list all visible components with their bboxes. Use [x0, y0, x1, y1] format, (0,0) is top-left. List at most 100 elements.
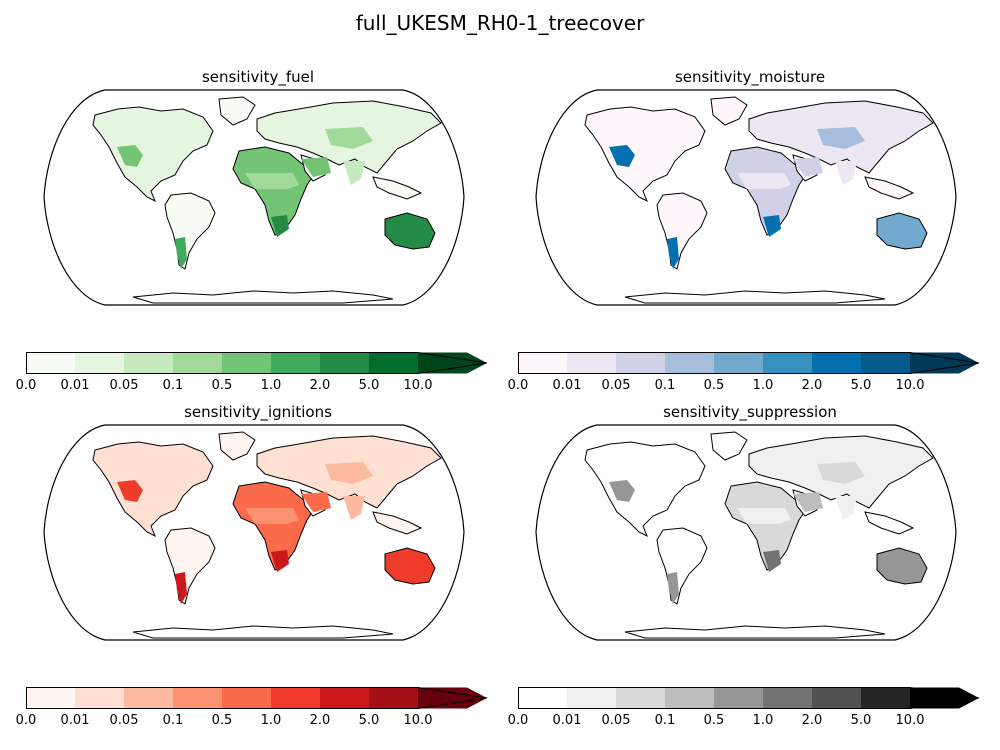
colorbar-outline: [26, 352, 488, 374]
colorbar-outline: [518, 352, 980, 374]
colorbar-tick-label: 0.1: [654, 378, 676, 393]
region-southern_africa: [271, 550, 289, 572]
colorbar-swatch: [861, 352, 910, 374]
colorbar-tick-label: 0.0: [507, 713, 529, 728]
colorbar-tick-label: 0.05: [109, 713, 139, 728]
colorbar-tick-label: 0.01: [60, 378, 90, 393]
colorbar-tick-label: 0.5: [703, 378, 725, 393]
colorbar-tick-label: 0.0: [15, 713, 37, 728]
colorbar-swatch: [616, 352, 665, 374]
colorbar: [26, 687, 488, 709]
region-central_asia: [325, 127, 373, 149]
map-sensitivity_fuel: [43, 89, 465, 306]
land-north_america: [92, 106, 214, 203]
land-se_asia: [372, 511, 423, 535]
region-central_asia: [325, 462, 373, 484]
colorbar-extend: [910, 352, 979, 374]
colorbar: [518, 352, 980, 374]
land-australia: [876, 547, 928, 585]
colorbar-tick-label: 10.0: [895, 378, 925, 393]
colorbar-outline: [518, 687, 980, 709]
land-africa: [232, 481, 316, 571]
colorbar-swatch: [26, 352, 75, 374]
region-patagonia: [175, 237, 187, 269]
colorbar-swatch: [320, 352, 369, 374]
land-se_asia: [864, 176, 915, 200]
region-patagonia: [175, 572, 187, 604]
colorbar-tick-label: 0.01: [552, 713, 582, 728]
region-southern_africa: [271, 215, 289, 237]
colorbar-swatch: [665, 687, 714, 709]
colorbar-swatch: [665, 352, 714, 374]
region-us_southwest: [117, 145, 143, 167]
region-us_southwest: [117, 480, 143, 502]
colorbar-tick-label: 0.01: [60, 713, 90, 728]
colorbar-extend: [418, 352, 487, 374]
colorbar-swatch: [714, 687, 763, 709]
colorbar-swatch: [222, 687, 271, 709]
colorbar-swatch: [369, 352, 418, 374]
land-greenland: [710, 431, 748, 461]
region-patagonia: [667, 237, 679, 269]
figure-title: full_UKESM_RH0-1_treecover: [355, 11, 645, 35]
colorbar-tick-label: 1.0: [752, 378, 774, 393]
colorbar-swatch: [861, 687, 910, 709]
colorbar-swatch: [567, 687, 616, 709]
colorbar-tick-label: 1.0: [260, 713, 282, 728]
land-greenland: [218, 431, 256, 461]
region-central_asia: [817, 127, 865, 149]
region-us_southwest: [609, 145, 635, 167]
colorbar-tick-label: 5.0: [358, 713, 380, 728]
land-greenland: [218, 96, 256, 126]
region-southern_africa: [763, 215, 781, 237]
land-north_america: [584, 106, 706, 203]
region-sahel: [245, 173, 299, 189]
colorbar-swatch: [271, 352, 320, 374]
map-sensitivity_ignitions: [43, 424, 465, 641]
colorbar-outline: [26, 687, 488, 709]
colorbar-tick-label: 0.0: [15, 378, 37, 393]
region-sahel: [737, 508, 791, 524]
colorbar-tick-label: 5.0: [850, 378, 872, 393]
colorbar: [518, 687, 980, 709]
region-middle_east: [301, 492, 331, 512]
map-sensitivity_moisture: [535, 89, 957, 306]
colorbar-tick-label: 0.5: [703, 713, 725, 728]
colorbar-swatch: [173, 687, 222, 709]
colorbar-tick-label: 5.0: [358, 378, 380, 393]
colorbar-swatch: [124, 352, 173, 374]
panel-title: sensitivity_moisture: [674, 68, 826, 86]
colorbar-swatch: [124, 687, 173, 709]
colorbar-swatch: [320, 687, 369, 709]
land-australia: [876, 212, 928, 250]
colorbar-swatch: [222, 352, 271, 374]
land-north_america: [584, 441, 706, 538]
colorbar-swatch: [75, 687, 124, 709]
colorbar-swatch: [271, 687, 320, 709]
colorbar-tick-label: 2.0: [309, 378, 331, 393]
land-africa: [724, 146, 808, 236]
land-antarctica: [132, 625, 394, 639]
colorbar-swatch: [75, 352, 124, 374]
colorbar-swatch: [763, 687, 812, 709]
land-africa: [724, 481, 808, 571]
region-central_asia: [817, 462, 865, 484]
region-middle_east: [793, 492, 823, 512]
colorbar-swatch: [714, 352, 763, 374]
colorbar-tick-label: 2.0: [801, 378, 823, 393]
colorbar-swatch: [812, 687, 861, 709]
colorbar-tick-label: 0.0: [507, 378, 529, 393]
colorbar-tick-label: 0.5: [211, 378, 233, 393]
colorbar-swatch: [518, 687, 567, 709]
region-india: [343, 161, 365, 185]
region-us_southwest: [609, 480, 635, 502]
colorbar-swatch: [567, 352, 616, 374]
colorbar-swatch: [369, 687, 418, 709]
colorbar-tick-label: 0.05: [601, 713, 631, 728]
colorbar-tick-label: 10.0: [403, 713, 433, 728]
colorbar-tick-label: 0.1: [162, 378, 184, 393]
region-middle_east: [301, 157, 331, 177]
land-australia: [384, 212, 436, 250]
land-se_asia: [864, 511, 915, 535]
colorbar-tick-label: 2.0: [309, 713, 331, 728]
